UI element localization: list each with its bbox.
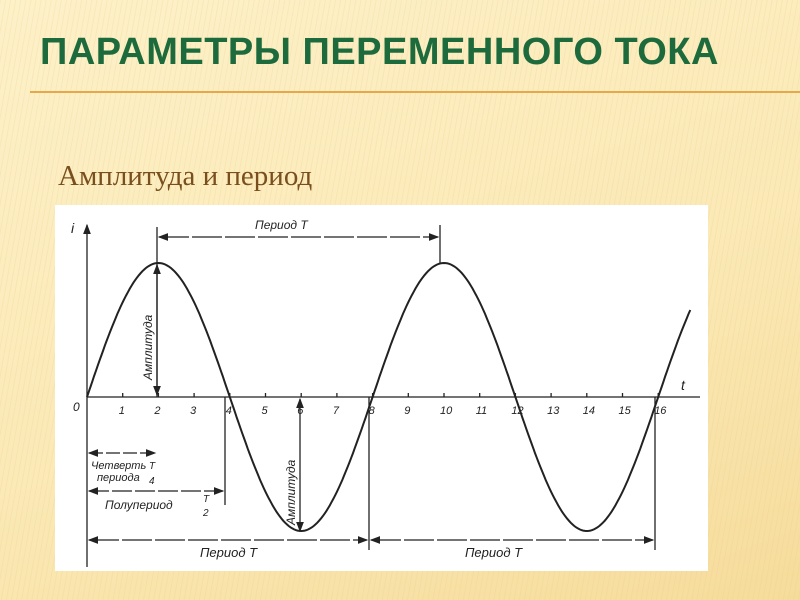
slide-title: ПАРАМЕТРЫ ПЕРЕМЕННОГО ТОКА: [40, 31, 719, 73]
x-tick-label: 15: [619, 405, 632, 417]
period-top-label: Период Т: [255, 218, 309, 232]
half-fraction-num: T: [203, 494, 210, 505]
x-tick-label: 3: [190, 405, 197, 417]
amplitude-down-label: Амплитуда: [284, 459, 298, 526]
quarter-fraction-den: 4: [149, 476, 155, 487]
period-2-label: Период Т: [465, 545, 523, 560]
x-tick-label: 16: [654, 405, 667, 417]
x-tick-label: 7: [333, 405, 340, 417]
quarter-fraction-num: T: [149, 461, 156, 472]
half-fraction-den: 2: [202, 508, 209, 519]
sine-wave-diagram: i t 0 1 2 3 4 5 6 7 8 9 10 11 12 13 14 15 16 Период Т А…: [55, 205, 708, 571]
x-axis-label: t: [681, 377, 686, 393]
x-tick-label: 14: [583, 405, 595, 417]
x-tick-label: 6: [297, 405, 304, 417]
x-tick-label: 5: [262, 405, 269, 417]
x-tick-label: 9: [404, 405, 410, 417]
x-tick-label: 4: [226, 405, 232, 417]
x-tick-label: 13: [547, 405, 560, 417]
x-tick-label: 10: [440, 405, 453, 417]
amplitude-up-label: Амплитуда: [141, 314, 155, 381]
half-period-label: Полупериод: [105, 498, 173, 512]
slide-subtitle: Амплитуда и период: [58, 160, 313, 192]
title-divider: [30, 91, 800, 93]
x-tick-label: 11: [476, 405, 487, 417]
origin-label: 0: [73, 400, 80, 414]
quarter-period-label-2: периода: [97, 472, 140, 484]
x-tick-label: 1: [119, 405, 125, 417]
y-axis-label: i: [71, 220, 75, 236]
quarter-period-label-1: Четверть: [91, 460, 146, 472]
x-tick-label: 8: [369, 405, 376, 417]
x-tick-label: 2: [153, 405, 160, 417]
period-1-label: Период Т: [200, 545, 258, 560]
sine-wave-curve: [86, 261, 692, 533]
